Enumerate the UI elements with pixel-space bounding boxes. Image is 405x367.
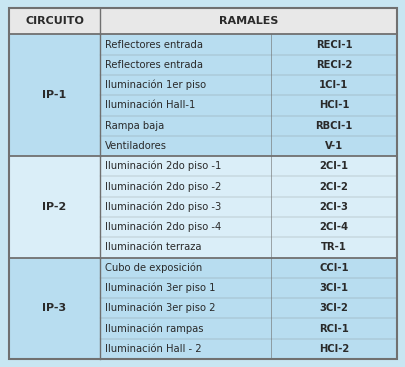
Text: Iluminación 3er piso 2: Iluminación 3er piso 2	[105, 303, 215, 313]
Text: IP-1: IP-1	[42, 90, 66, 100]
Text: V-1: V-1	[324, 141, 342, 151]
Text: Rampa baja: Rampa baja	[105, 121, 164, 131]
Text: Ventiladores: Ventiladores	[105, 141, 166, 151]
Text: Cubo de exposición: Cubo de exposición	[105, 262, 202, 273]
Text: RECI-2: RECI-2	[315, 60, 351, 70]
Text: Iluminación rampas: Iluminación rampas	[105, 323, 203, 334]
Text: TR-1: TR-1	[320, 242, 346, 252]
Text: CIRCUITO: CIRCUITO	[25, 16, 84, 26]
Bar	[9, 156, 396, 258]
Text: 3CI-1: 3CI-1	[319, 283, 348, 293]
Text: 2CI-4: 2CI-4	[319, 222, 348, 232]
Bar	[9, 258, 396, 359]
Text: RAMALES: RAMALES	[218, 16, 277, 26]
Text: Iluminación Hall-1: Iluminación Hall-1	[105, 101, 195, 110]
Text: 2CI-3: 2CI-3	[319, 202, 347, 212]
Text: Iluminación 1er piso: Iluminación 1er piso	[105, 80, 206, 90]
Text: IP-3: IP-3	[43, 303, 66, 313]
Text: 2CI-2: 2CI-2	[319, 182, 347, 192]
Text: HCI-1: HCI-1	[318, 101, 348, 110]
Text: 3CI-2: 3CI-2	[319, 303, 347, 313]
Text: Iluminación 2do piso -3: Iluminación 2do piso -3	[105, 201, 221, 212]
Bar	[9, 8, 396, 34]
Text: Iluminación 2do piso -4: Iluminación 2do piso -4	[105, 222, 221, 232]
Text: Iluminación 2do piso -1: Iluminación 2do piso -1	[105, 161, 221, 171]
Text: IP-2: IP-2	[42, 202, 66, 212]
Text: RCI-1: RCI-1	[318, 323, 348, 334]
Text: RBCI-1: RBCI-1	[315, 121, 352, 131]
Text: Iluminación terraza: Iluminación terraza	[105, 242, 201, 252]
Text: 2CI-1: 2CI-1	[319, 161, 348, 171]
Text: CCI-1: CCI-1	[318, 263, 348, 273]
Text: Iluminación 2do piso -2: Iluminación 2do piso -2	[105, 181, 221, 192]
Text: Iluminación 3er piso 1: Iluminación 3er piso 1	[105, 283, 215, 293]
Bar	[9, 34, 396, 156]
Text: 1CI-1: 1CI-1	[318, 80, 348, 90]
Text: Reflectores entrada: Reflectores entrada	[105, 60, 202, 70]
Text: Iluminación Hall - 2: Iluminación Hall - 2	[105, 344, 201, 354]
Text: Reflectores entrada: Reflectores entrada	[105, 40, 202, 50]
Text: HCI-2: HCI-2	[318, 344, 348, 354]
Text: RECI-1: RECI-1	[315, 40, 352, 50]
